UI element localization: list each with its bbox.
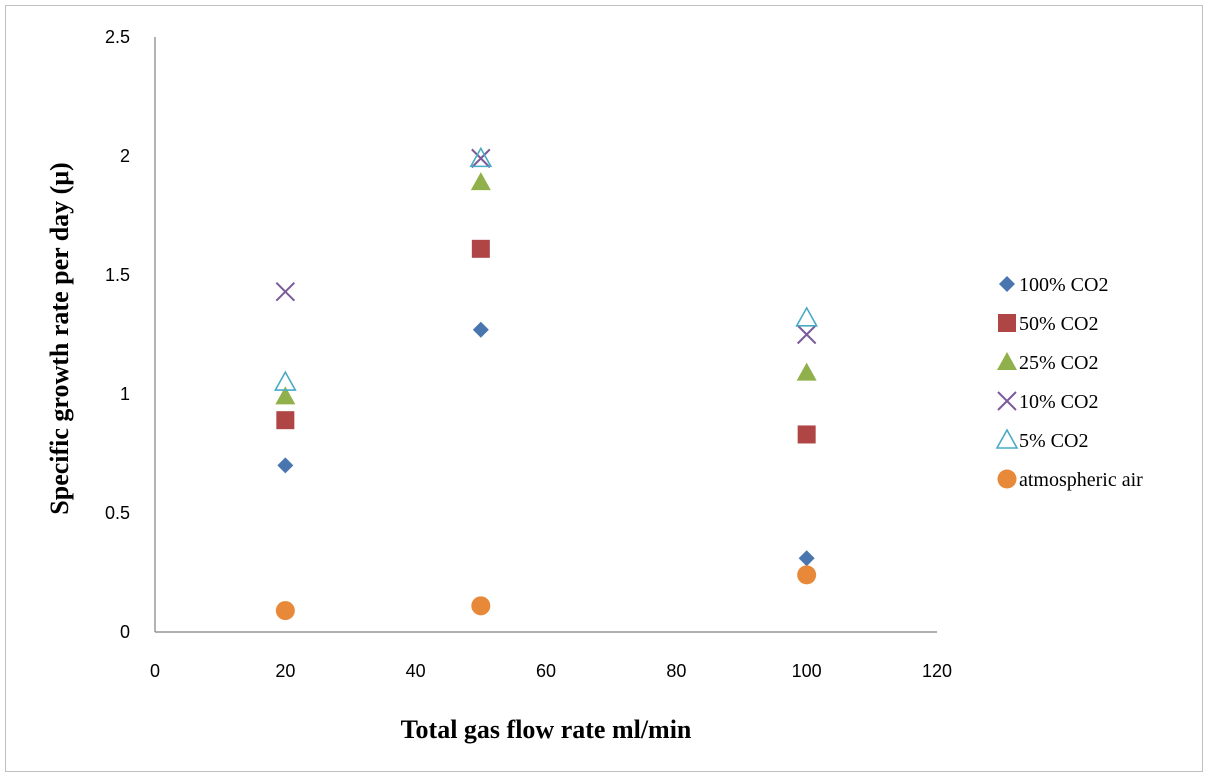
data-point [470, 172, 491, 191]
legend-marker [995, 428, 1019, 449]
x-tick-label: 40 [406, 661, 426, 681]
data-point [277, 457, 294, 474]
legend-item: 25% CO2 [997, 352, 1098, 374]
data-point [795, 306, 819, 327]
data-point [273, 370, 297, 391]
x-tick-label: 60 [536, 661, 556, 681]
data-point [472, 321, 489, 338]
legend-label: 100% CO2 [1019, 274, 1108, 296]
data-point [275, 281, 296, 302]
legend-item: atmospheric air [997, 469, 1143, 491]
x-tick-label: 80 [666, 661, 686, 681]
y-tick-label: 2 [120, 146, 130, 166]
series-2 [275, 172, 817, 405]
x-tick-label: 120 [922, 661, 952, 681]
axes [154, 37, 937, 633]
data-point [471, 596, 491, 616]
series-5 [275, 565, 817, 621]
legend-label: 25% CO2 [1019, 352, 1098, 374]
legend-label: 50% CO2 [1019, 313, 1098, 335]
legend-marker [997, 352, 1017, 370]
legend-label: 10% CO2 [1019, 391, 1098, 413]
x-axis-title: Total gas flow rate ml/min [401, 715, 692, 744]
legend: 100% CO2 50% CO2 25% CO2 10% CO2 5% CO2 atmos… [995, 274, 1143, 491]
data-point [471, 148, 491, 169]
series-3 [275, 148, 817, 345]
data-points [273, 146, 819, 621]
data-point [797, 565, 817, 585]
legend-marker [998, 314, 1016, 332]
y-tick-label: 2.5 [105, 27, 130, 47]
x-tick-labels: 0 20 40 60 80 100 120 [150, 661, 952, 681]
legend-label: atmospheric air [1019, 469, 1143, 491]
legend-item: 50% CO2 [998, 313, 1098, 335]
legend-marker [997, 469, 1017, 489]
data-point [471, 239, 490, 258]
data-point [796, 362, 817, 381]
y-axis-title: Specific growth rate per day (μ) [45, 162, 74, 514]
x-tick-label: 20 [275, 661, 295, 681]
x-tick-label: 100 [792, 661, 822, 681]
y-tick-labels: 0 0.5 1 1.5 2 2.5 [105, 27, 130, 642]
legend-item: 100% CO2 [999, 274, 1108, 296]
y-tick-label: 1 [120, 384, 130, 404]
x-tick-label: 0 [150, 661, 160, 681]
series-1 [276, 239, 816, 444]
legend-marker [999, 276, 1015, 292]
series-0 [277, 321, 815, 567]
legend-item: 10% CO2 [997, 391, 1098, 413]
y-tick-label: 0 [120, 622, 130, 642]
y-tick-label: 0.5 [105, 503, 130, 523]
chart-frame [5, 5, 1203, 772]
data-point [276, 411, 295, 430]
data-point [798, 550, 815, 567]
data-point [797, 425, 816, 444]
legend-label: 5% CO2 [1019, 430, 1088, 452]
legend-marker [997, 391, 1017, 411]
data-point [796, 324, 817, 345]
data-point [469, 146, 493, 168]
series-4 [273, 146, 819, 391]
legend-item: 5% CO2 [995, 428, 1088, 452]
data-point [275, 601, 295, 621]
y-tick-label: 1.5 [105, 265, 130, 285]
data-point [275, 386, 296, 405]
